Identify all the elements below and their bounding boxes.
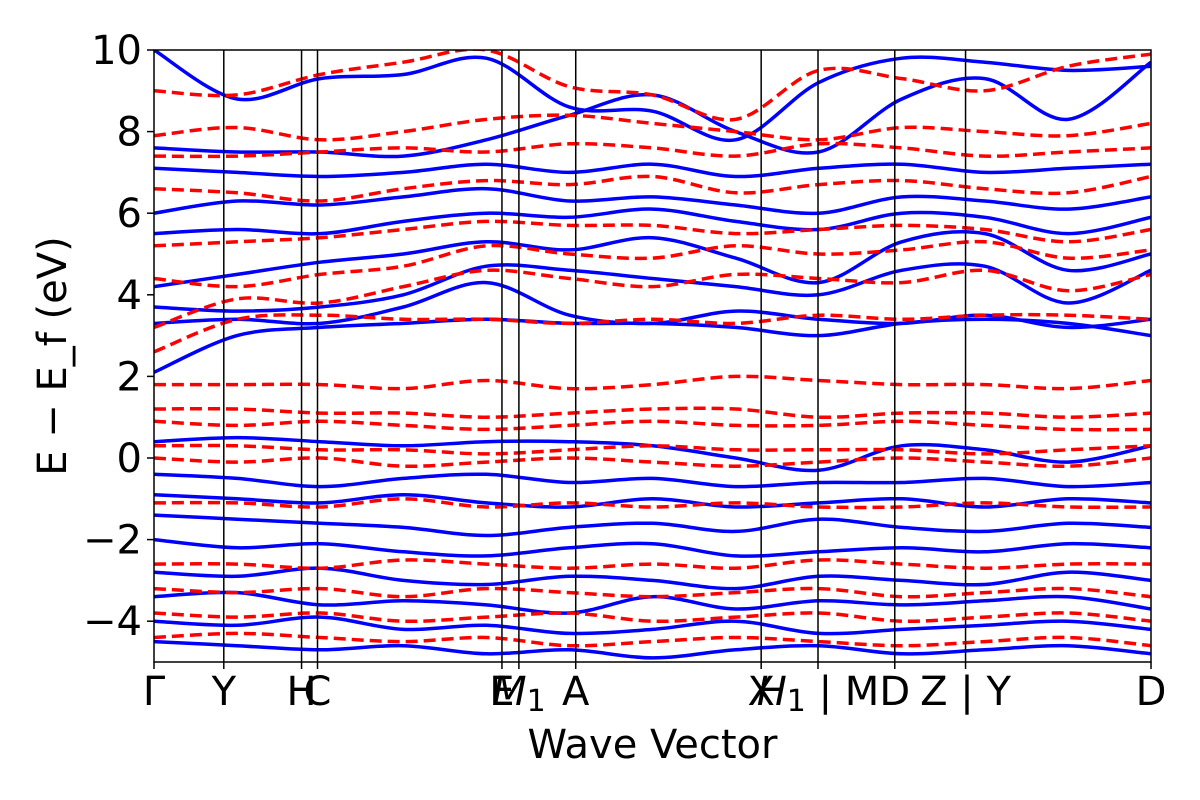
y-tick-label: 6 bbox=[117, 191, 142, 237]
band-line bbox=[154, 611, 1151, 624]
x-tick-label: D bbox=[879, 669, 910, 715]
band-line bbox=[154, 219, 1151, 248]
band-line bbox=[154, 497, 1151, 510]
band-line bbox=[154, 262, 1151, 313]
band-line bbox=[154, 186, 1151, 216]
kpoint-lines bbox=[223, 50, 967, 662]
y-tick-label: 4 bbox=[117, 273, 142, 319]
x-tick-label: H1 | M bbox=[757, 669, 880, 719]
x-tick-label: A bbox=[562, 669, 590, 715]
x-tick-label: M1 bbox=[492, 669, 546, 719]
band-line bbox=[154, 207, 1151, 236]
band-line bbox=[154, 443, 1151, 456]
band-line bbox=[154, 590, 1151, 615]
band-line bbox=[154, 162, 1151, 179]
band-line bbox=[154, 374, 1151, 391]
y-tick-label: −2 bbox=[83, 518, 142, 564]
band-series-0 bbox=[154, 50, 1151, 660]
band-line bbox=[154, 239, 1151, 289]
band-line bbox=[154, 639, 1151, 660]
x-tick-label: C bbox=[304, 669, 332, 715]
x-tick-label: X bbox=[747, 669, 774, 715]
band-line bbox=[154, 513, 1151, 538]
band-line bbox=[154, 229, 1151, 289]
y-tick-label: −4 bbox=[83, 599, 142, 645]
y-tick-label: 10 bbox=[91, 28, 142, 74]
y-axis-ticks: −4 −2 0 2 4 6 8 10 bbox=[83, 28, 154, 645]
x-tick-label: Z | Y bbox=[920, 669, 1011, 715]
band-line bbox=[154, 312, 1151, 354]
x-tick-label: E bbox=[489, 669, 514, 715]
band-line bbox=[154, 419, 1151, 432]
plot-frame bbox=[153, 49, 1152, 663]
y-axis-title: E − E_f (eV) bbox=[30, 236, 76, 475]
band-line bbox=[154, 317, 1151, 374]
band-line bbox=[154, 586, 1151, 599]
band-line bbox=[154, 141, 1151, 159]
band-line bbox=[154, 174, 1151, 203]
band-line bbox=[154, 435, 1151, 473]
band-line bbox=[154, 631, 1151, 648]
x-tick-label: D bbox=[1136, 669, 1167, 715]
band-line bbox=[154, 456, 1151, 469]
band-line bbox=[154, 50, 1151, 122]
x-tick-label: Y bbox=[211, 669, 237, 715]
x-axis-title: Wave Vector bbox=[528, 722, 779, 768]
band-line bbox=[154, 492, 1151, 509]
bands-layer bbox=[154, 50, 1151, 660]
band-line bbox=[154, 113, 1151, 142]
band-line bbox=[154, 537, 1151, 558]
x-tick-label: Γ bbox=[143, 669, 166, 715]
y-tick-label: 8 bbox=[117, 110, 142, 156]
y-tick-label: 0 bbox=[117, 436, 142, 482]
band-line bbox=[154, 50, 1151, 143]
band-series-1 bbox=[154, 50, 1151, 648]
y-tick-label: 2 bbox=[117, 354, 142, 400]
band-line bbox=[154, 406, 1151, 420]
band-line bbox=[154, 472, 1151, 489]
band-line bbox=[154, 558, 1151, 570]
band-line bbox=[154, 615, 1151, 636]
band-line bbox=[154, 566, 1151, 591]
x-tick-label: H bbox=[287, 669, 317, 715]
band-line bbox=[154, 60, 1151, 159]
band-line bbox=[154, 268, 1151, 330]
